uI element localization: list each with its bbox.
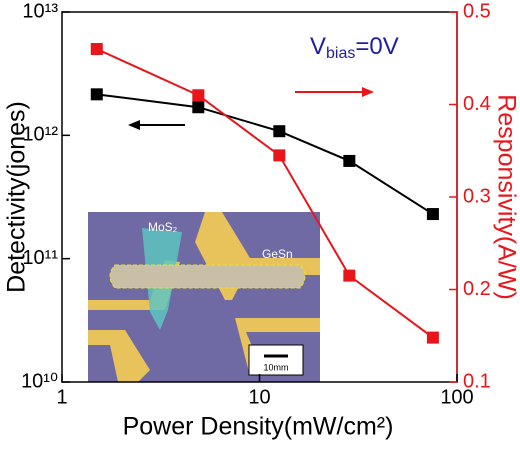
marker bbox=[273, 149, 286, 162]
scale-box bbox=[248, 344, 304, 376]
inset: 10mm MoS₂ GeSn bbox=[88, 212, 320, 382]
inset-label: MoS₂ bbox=[148, 220, 178, 234]
annotation-sub: bias bbox=[326, 45, 355, 62]
y2-tick-label: 0.5 bbox=[463, 0, 491, 22]
annotation-tail: =0V bbox=[355, 33, 398, 60]
electrode bbox=[88, 330, 150, 382]
x-axis-title: Power Density(mW/cm²) bbox=[123, 413, 394, 441]
y2-tick-label: 0.1 bbox=[463, 370, 491, 392]
annotation: Vbias=0V bbox=[310, 33, 399, 62]
arrow-head bbox=[128, 120, 140, 130]
x-tick-label: 100 bbox=[440, 386, 473, 408]
marker bbox=[426, 331, 439, 344]
y2-tick-label: 0.4 bbox=[463, 93, 491, 115]
marker bbox=[343, 154, 356, 167]
scale-label: 10mm bbox=[263, 362, 288, 372]
marker bbox=[90, 43, 103, 55]
x-tick-label: 10 bbox=[248, 386, 270, 408]
marker bbox=[192, 101, 205, 114]
y2-axis-title: Responsivity(A/W) bbox=[492, 94, 520, 300]
y-tick-label: 10¹⁰ bbox=[21, 370, 58, 392]
marker bbox=[90, 88, 103, 101]
annotation-main: V bbox=[310, 33, 326, 60]
y-tick-label: 10¹² bbox=[22, 124, 58, 146]
series-line bbox=[96, 93, 434, 215]
marker bbox=[273, 125, 286, 138]
marker bbox=[343, 269, 356, 282]
arrow-head bbox=[362, 87, 374, 97]
marker bbox=[192, 89, 205, 102]
marker bbox=[426, 208, 439, 221]
gesn-flake bbox=[109, 264, 306, 289]
y2-tick-label: 0.3 bbox=[463, 185, 491, 207]
x-tick-label: 1 bbox=[56, 386, 67, 408]
y-tick-label: 10¹¹ bbox=[22, 247, 58, 269]
y-axis-title: Detectivity(jones) bbox=[3, 101, 31, 293]
y-tick-label: 10¹³ bbox=[22, 0, 58, 22]
inset-label: GeSn bbox=[262, 247, 293, 261]
y2-tick-label: 0.2 bbox=[463, 278, 491, 300]
